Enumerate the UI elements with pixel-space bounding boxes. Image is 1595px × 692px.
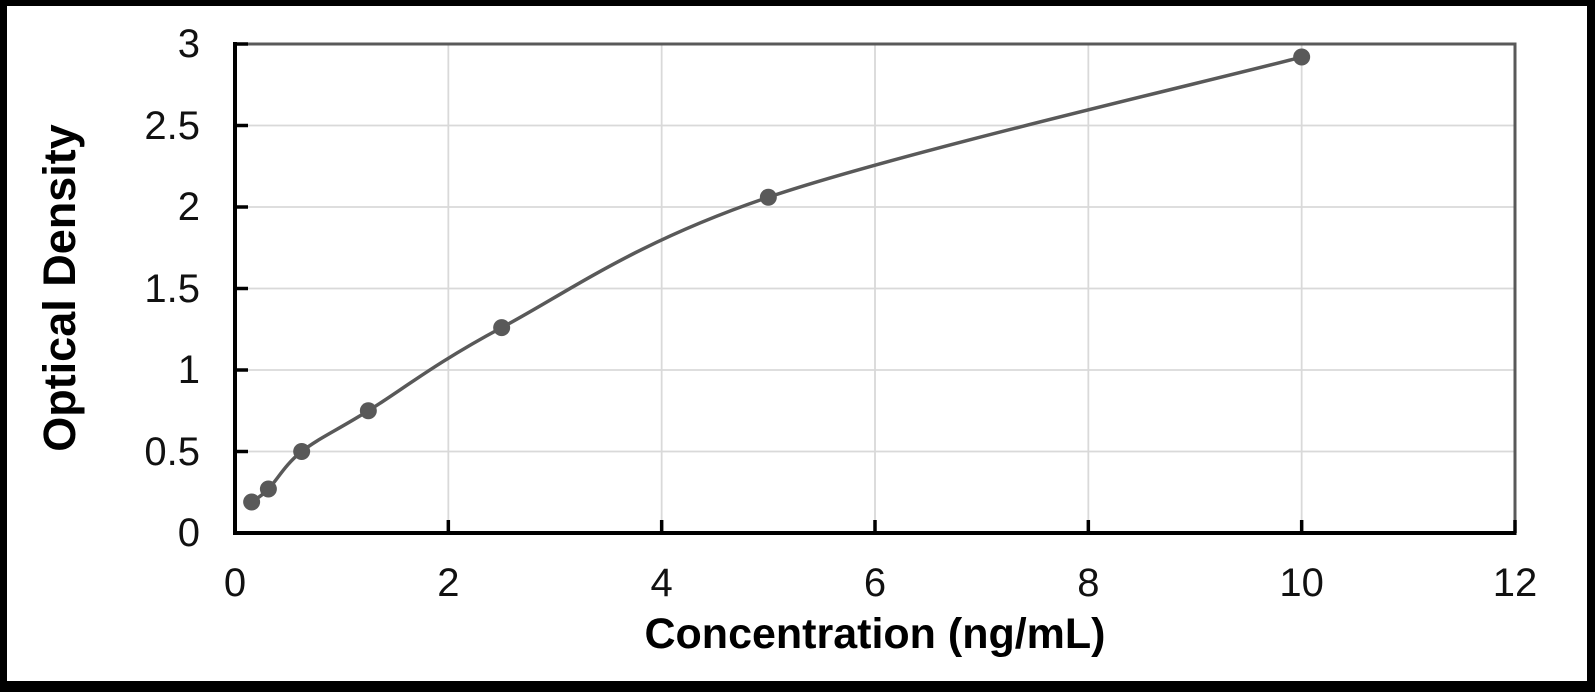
x-tick-label: 4 <box>650 561 673 605</box>
figure-frame-right <box>1587 0 1595 692</box>
x-tick-label: 0 <box>223 561 247 605</box>
y-tick-label: 0.5 <box>144 429 200 474</box>
y-tick-label: 2 <box>177 185 200 229</box>
y-tick-label: 3 <box>177 22 200 66</box>
y-tick-label: 0 <box>177 511 200 555</box>
x-tick-label: 10 <box>1279 561 1324 605</box>
data-point-marker <box>243 493 261 511</box>
data-point-marker <box>493 319 511 337</box>
data-point-marker <box>359 402 377 420</box>
data-point-marker <box>759 188 777 206</box>
y-axis-title: Optical Density <box>34 124 85 452</box>
figure-frame-top <box>0 0 1595 6</box>
x-tick-label: 8 <box>1077 561 1100 605</box>
y-tick-label: 1.5 <box>144 266 200 311</box>
data-point-marker <box>1293 48 1311 66</box>
x-tick-label: 12 <box>1492 561 1538 605</box>
data-point-marker <box>259 480 277 498</box>
figure-frame-left <box>0 0 7 692</box>
x-tick-label: 6 <box>863 561 887 605</box>
x-axis-title: Concentration (ng/mL) <box>644 610 1106 658</box>
series-line <box>250 55 1303 504</box>
x-tick-label: 2 <box>437 561 460 605</box>
y-tick-label: 1 <box>177 348 200 392</box>
figure-frame-bottom <box>0 681 1595 692</box>
y-tick-label: 2.5 <box>144 103 200 148</box>
data-point-marker <box>293 443 311 460</box>
